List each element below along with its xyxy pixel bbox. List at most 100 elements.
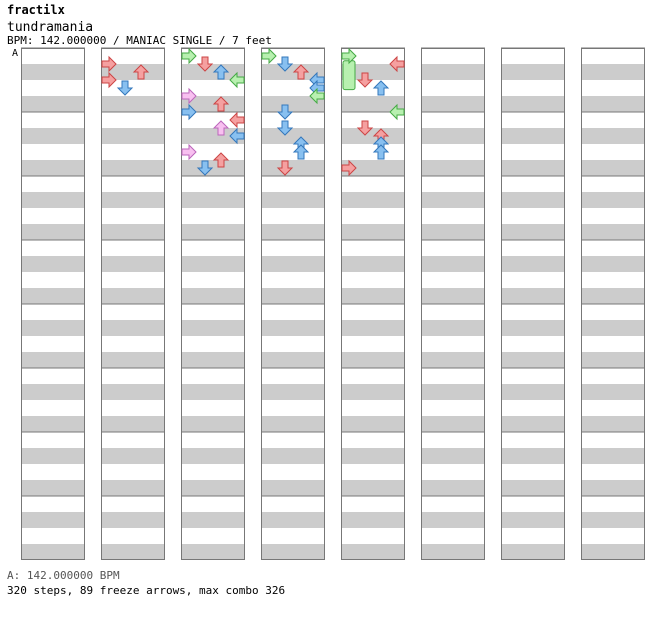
beat-stripe: [101, 320, 165, 336]
step-arrow: [276, 120, 294, 136]
column-border: [581, 48, 645, 560]
beat-stripe: [101, 224, 165, 240]
beat-stripe: [501, 192, 565, 208]
beat-stripe: [421, 224, 485, 240]
column-border: [261, 48, 325, 560]
beat-stripe: [21, 384, 85, 400]
step-arrow: [101, 71, 117, 89]
beat-stripe: [341, 416, 405, 432]
beat-stripe: [581, 192, 645, 208]
beat-stripe: [501, 256, 565, 272]
beat-stripe: [501, 160, 565, 176]
column-border: [421, 48, 485, 560]
step-arrow: [372, 144, 390, 160]
step-arrow: [356, 120, 374, 136]
beat-stripe: [181, 192, 245, 208]
beat-stripe: [421, 160, 485, 176]
column-border: [21, 48, 85, 560]
beat-stripe: [261, 288, 325, 304]
step-arrow: [181, 103, 197, 121]
step-arrow: [372, 80, 390, 96]
beat-stripe: [181, 384, 245, 400]
beat-stripe: [341, 448, 405, 464]
chart-meta: BPM: 142.000000 / MANIAC SINGLE / 7 feet: [7, 34, 272, 47]
column-border: [341, 48, 405, 560]
beat-stripe: [341, 96, 405, 112]
beat-stripe: [421, 128, 485, 144]
step-arrow: [276, 160, 294, 176]
beat-stripe: [101, 384, 165, 400]
beat-stripe: [421, 320, 485, 336]
step-arrow: [181, 143, 197, 161]
beat-stripe: [501, 544, 565, 560]
step-arrow: [229, 111, 245, 129]
beat-stripe: [101, 96, 165, 112]
beat-stripe: [581, 480, 645, 496]
beat-stripe: [21, 320, 85, 336]
beat-stripe: [101, 288, 165, 304]
beat-stripe: [21, 288, 85, 304]
beat-stripe: [181, 64, 245, 80]
beat-stripe: [421, 288, 485, 304]
beat-stripe: [421, 96, 485, 112]
beat-stripe: [341, 352, 405, 368]
step-arrow: [229, 127, 245, 145]
beat-stripe: [581, 128, 645, 144]
chart-column: [101, 47, 165, 560]
beat-stripe: [181, 96, 245, 112]
beat-stripe: [341, 160, 405, 176]
beat-stripe: [501, 512, 565, 528]
column-border: [501, 48, 565, 560]
beat-stripe: [101, 64, 165, 80]
chart-column: [261, 47, 325, 560]
beat-stripe: [341, 480, 405, 496]
beat-stripe: [101, 448, 165, 464]
beat-stripe: [421, 448, 485, 464]
beat-stripe: [181, 416, 245, 432]
beat-stripe: [261, 224, 325, 240]
chart-column: [581, 47, 645, 560]
chart-column: [501, 47, 565, 560]
step-arrow: [101, 55, 117, 73]
step-arrow: [196, 160, 214, 176]
beat-stripe: [181, 288, 245, 304]
beat-stripe: [181, 512, 245, 528]
beat-stripe: [501, 224, 565, 240]
bpm-marker: A: [12, 48, 19, 59]
beat-stripe: [101, 192, 165, 208]
footer-bpm: A: 142.000000 BPM: [7, 569, 120, 582]
beat-stripe: [341, 512, 405, 528]
beat-stripe: [21, 352, 85, 368]
artist-name: fractilx: [7, 3, 65, 17]
beat-stripe: [421, 480, 485, 496]
beat-stripe: [501, 448, 565, 464]
beat-stripe: [101, 160, 165, 176]
beat-stripe: [421, 64, 485, 80]
beat-stripe: [581, 64, 645, 80]
step-arrow: [212, 96, 230, 112]
beat-stripe: [501, 128, 565, 144]
beat-stripe: [341, 64, 405, 80]
beat-stripe: [21, 256, 85, 272]
beat-stripe: [181, 128, 245, 144]
beat-stripe: [101, 256, 165, 272]
beat-stripe: [581, 512, 645, 528]
beat-stripe: [181, 224, 245, 240]
beat-stripe: [421, 384, 485, 400]
beat-stripe: [181, 256, 245, 272]
beat-stripe: [421, 192, 485, 208]
beat-stripe: [341, 192, 405, 208]
step-arrow: [292, 144, 310, 160]
column-border: [101, 48, 165, 560]
beat-stripe: [261, 320, 325, 336]
beat-stripe: [261, 384, 325, 400]
beat-stripe: [101, 512, 165, 528]
beat-stripe: [421, 512, 485, 528]
beat-stripe: [341, 128, 405, 144]
beat-stripe: [181, 480, 245, 496]
beat-stripe: [181, 352, 245, 368]
beat-stripe: [101, 480, 165, 496]
step-arrow: [292, 64, 310, 80]
step-arrow: [389, 55, 405, 73]
